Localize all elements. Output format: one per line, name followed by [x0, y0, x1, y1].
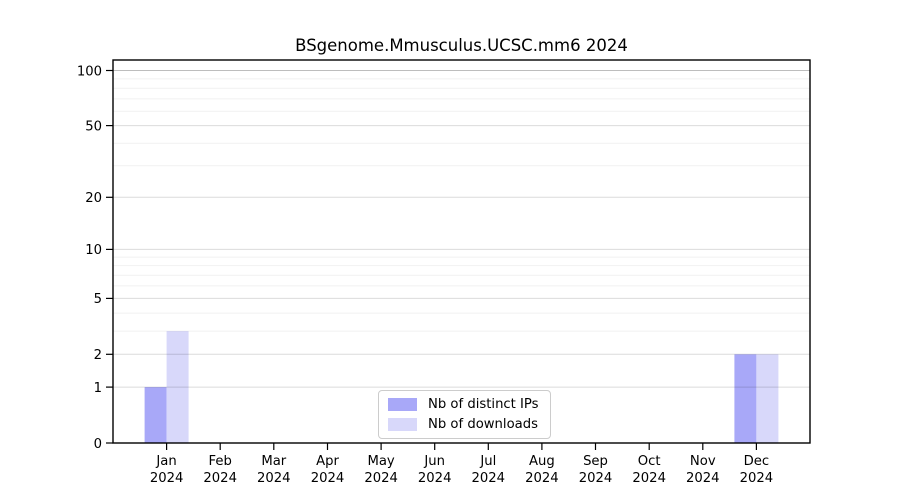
y-axis: 0 1 2 5 10 20 50 100 [77, 64, 113, 452]
chart-title: BSgenome.Mmusculus.UCSC.mm6 2024 [295, 36, 628, 55]
x-tick-year-label-dec: 2024 [740, 471, 774, 486]
x-tick-label-jan: Jan [155, 454, 176, 469]
x-tick-label-aug: Aug [529, 454, 555, 469]
legend-label-downloads: Nb of downloads [428, 417, 538, 433]
x-tick-year-label-jun: 2024 [418, 471, 452, 486]
y-tick-label-0: 0 [94, 437, 102, 452]
x-tick-label-apr: Apr [316, 454, 339, 469]
legend-entry-distinct-ips: Nb of distinct IPs [388, 397, 539, 412]
legend-swatch-distinct-ips [388, 398, 417, 412]
x-axis: Jan 2024 Feb 2024 Mar 2024 Apr 2024 May 2024 Jun 20… [150, 443, 773, 486]
x-tick-label-jun: Jun [423, 454, 445, 469]
x-tick-label-feb: Feb [209, 454, 232, 469]
bars [144, 331, 779, 443]
legend: Nb of distinct IPs Nb of downloads [378, 390, 551, 440]
x-tick-label-nov: Nov [690, 454, 716, 469]
x-tick-label-dec: Dec [744, 454, 770, 469]
x-tick-year-label-jul: 2024 [472, 471, 506, 486]
bar-jan-downloads [166, 331, 189, 443]
x-tick-label-jul: Jul [479, 454, 496, 469]
x-tick-label-sep: Sep [583, 454, 608, 469]
x-tick-year-label-feb: 2024 [203, 471, 237, 486]
x-tick-label-may: May [367, 454, 394, 469]
y-tick-label-1: 1 [94, 381, 102, 396]
bar-jan-distinct-ips [144, 387, 167, 443]
legend-label-distinct-ips: Nb of distinct IPs [428, 397, 539, 412]
legend-entry-downloads: Nb of downloads [388, 417, 539, 432]
x-tick-year-label-mar: 2024 [257, 471, 291, 486]
x-tick-year-label-jan: 2024 [150, 471, 184, 486]
y-tick-label-100: 100 [77, 64, 102, 79]
x-tick-year-label-sep: 2024 [579, 471, 613, 486]
legend-swatch-downloads [388, 418, 417, 432]
x-tick-label-mar: Mar [261, 454, 286, 469]
x-tick-label-oct: Oct [638, 454, 661, 469]
x-tick-year-label-aug: 2024 [525, 471, 559, 486]
bar-dec-downloads [756, 354, 779, 443]
gridlines [113, 70, 810, 388]
y-tick-label-50: 50 [85, 119, 102, 134]
x-tick-year-label-oct: 2024 [632, 471, 666, 486]
y-tick-label-5: 5 [94, 292, 102, 307]
x-tick-year-label-may: 2024 [364, 471, 398, 486]
y-tick-label-10: 10 [85, 243, 102, 258]
bar-dec-distinct-ips [734, 354, 757, 443]
x-tick-year-label-nov: 2024 [686, 471, 720, 486]
x-tick-year-label-apr: 2024 [311, 471, 345, 486]
y-tick-label-2: 2 [94, 348, 102, 363]
y-tick-label-20: 20 [85, 191, 102, 206]
plot-frame [112, 59, 811, 444]
